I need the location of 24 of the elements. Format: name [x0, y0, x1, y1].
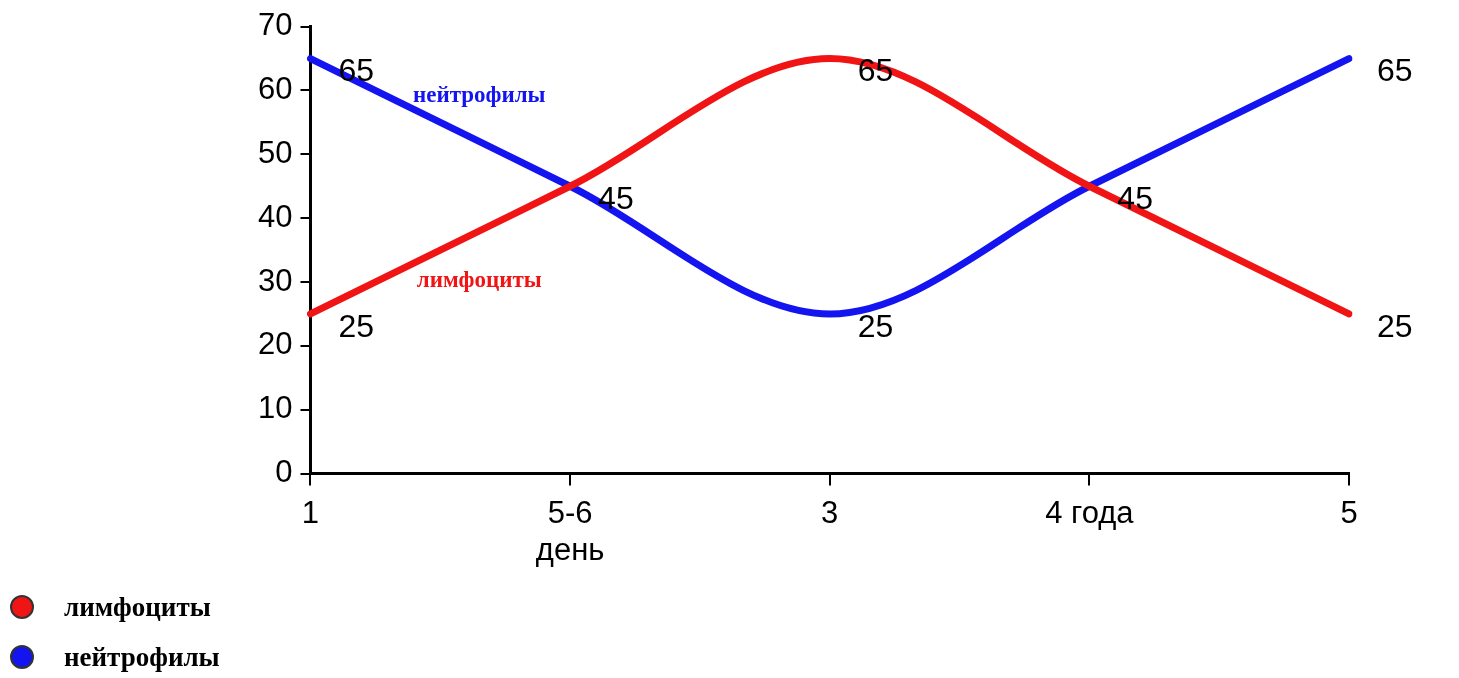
data-label: 25 [857, 307, 894, 344]
data-label: 65 [1377, 52, 1413, 89]
y-tick-label: 40 [258, 198, 293, 234]
y-tick-label: 30 [258, 262, 293, 298]
text: лимфоциты [416, 266, 542, 292]
legend-label: нейтрофилы [64, 641, 220, 673]
x-tick-label: 1 [301, 494, 320, 530]
data-label: 25 [338, 307, 375, 344]
legend-label: лимфоциты [64, 591, 211, 623]
x-tick-label: 3 [821, 494, 839, 530]
data-label: 45 [598, 180, 634, 217]
y-tick-label: 0 [275, 454, 293, 490]
y-tick-label: 60 [258, 71, 293, 106]
x-tick-label: 5 [1340, 494, 1358, 530]
y-tick-label: 70 [258, 7, 293, 43]
data-label: 45 [1117, 180, 1153, 217]
data-label: 25 [1377, 307, 1413, 344]
x-tick-label: 5-6 день [535, 494, 605, 567]
y-tick-label: 20 [258, 326, 293, 362]
x-tick-label: 4 года [1045, 494, 1135, 530]
y-tick-label: 50 [258, 134, 293, 170]
data-label: 65 [338, 52, 375, 89]
y-tick-label: 10 [258, 390, 293, 426]
text: нейтрофилы [412, 82, 546, 108]
